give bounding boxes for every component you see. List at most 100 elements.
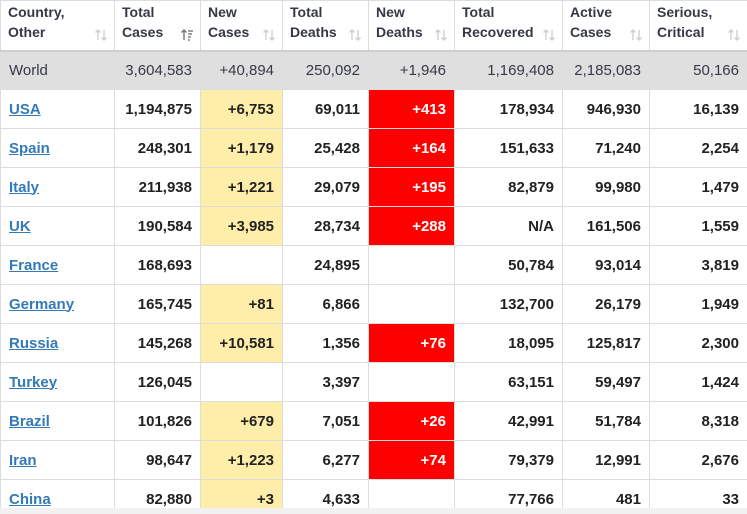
serious-critical-cell: 1,479 [649,167,747,207]
serious-critical-cell: 8,318 [649,401,747,441]
new-deaths-cell: +195 [368,167,455,207]
country-link[interactable]: Turkey [9,373,58,391]
new-cases-cell [200,362,283,402]
country-cell: Russia [0,323,115,363]
world-total-recovered-cell: 1,169,408 [454,50,563,90]
world-row: World 3,604,583 +40,894 250,092 +1,946 1… [0,50,747,90]
total-deaths-cell: 24,895 [282,245,369,285]
table-row: USA 1,194,875 +6,753 69,011 +413 178,934 946,9… [0,89,747,129]
total-cases-cell: 168,693 [114,245,201,285]
total-cases-cell: 101,826 [114,401,201,441]
sort-both-icon[interactable] [434,28,448,42]
sort-both-icon[interactable] [348,28,362,42]
country-link[interactable]: France [9,256,59,274]
column-header-label: Country, Other [8,4,65,40]
new-deaths-cell [368,284,455,324]
column-header-total-deaths[interactable]: Total Deaths [282,0,369,52]
country-link[interactable]: Germany [9,295,75,313]
total-recovered-cell: 151,633 [454,128,563,168]
total-recovered-cell: 18,095 [454,323,563,363]
sort-both-icon[interactable] [727,28,741,42]
table-row: Brazil 101,826 +679 7,051 +26 42,991 51,784 8,3… [0,401,747,441]
country-link[interactable]: UK [9,217,31,235]
column-header-total-cases[interactable]: Total Cases [114,0,201,52]
total-recovered-cell: 178,934 [454,89,563,129]
active-cases-cell: 99,980 [562,167,650,207]
sort-both-icon[interactable] [262,28,276,42]
country-cell: Turkey [0,362,115,402]
column-header-country[interactable]: Country, Other [0,0,115,52]
sort-desc-active-icon[interactable] [180,28,194,42]
country-link[interactable]: Iran [9,451,37,469]
total-recovered-cell: 63,151 [454,362,563,402]
total-recovered-cell: 132,700 [454,284,563,324]
serious-critical-cell: 1,559 [649,206,747,246]
new-deaths-cell [368,245,455,285]
country-link[interactable]: Italy [9,178,40,196]
total-recovered-cell: N/A [454,206,563,246]
sort-both-icon[interactable] [629,28,643,42]
active-cases-cell: 59,497 [562,362,650,402]
column-header-new-cases[interactable]: New Cases [200,0,283,52]
total-recovered-cell: 82,879 [454,167,563,207]
new-cases-cell: +1,179 [200,128,283,168]
active-cases-cell: 946,930 [562,89,650,129]
new-cases-cell: +1,221 [200,167,283,207]
total-deaths-cell: 69,011 [282,89,369,129]
country-link[interactable]: Brazil [9,412,50,430]
sort-both-icon[interactable] [542,28,556,42]
country-link[interactable]: China [9,490,51,508]
new-cases-cell: +3,985 [200,206,283,246]
new-deaths-cell [368,362,455,402]
active-cases-cell: 93,014 [562,245,650,285]
sort-both-icon[interactable] [94,28,108,42]
serious-critical-cell: 2,300 [649,323,747,363]
column-header-label: Total Recovered [462,4,534,40]
active-cases-cell: 161,506 [562,206,650,246]
world-country-cell: World [0,50,115,90]
column-header-serious-critical[interactable]: Serious, Critical [649,0,747,52]
total-deaths-cell: 7,051 [282,401,369,441]
column-header-total-recovered[interactable]: Total Recovered [454,0,563,52]
serious-critical-cell: 2,676 [649,440,747,480]
column-header-label: Active Cases [570,4,613,40]
country-link[interactable]: Russia [9,334,59,352]
column-header-new-deaths[interactable]: New Deaths [368,0,455,52]
new-deaths-cell: +413 [368,89,455,129]
new-deaths-cell: +76 [368,323,455,363]
total-deaths-cell: 1,356 [282,323,369,363]
country-link[interactable]: USA [9,100,41,118]
new-cases-cell: +6,753 [200,89,283,129]
column-header-label: Total Deaths [290,4,337,40]
serious-critical-cell: 1,949 [649,284,747,324]
active-cases-cell: 71,240 [562,128,650,168]
total-recovered-cell: 42,991 [454,401,563,441]
total-cases-cell: 98,647 [114,440,201,480]
world-active-cases-cell: 2,185,083 [562,50,650,90]
country-link[interactable]: Spain [9,139,50,157]
new-cases-cell: +10,581 [200,323,283,363]
total-deaths-cell: 3,397 [282,362,369,402]
serious-critical-cell: 1,424 [649,362,747,402]
active-cases-cell: 12,991 [562,440,650,480]
table-row: Iran 98,647 +1,223 6,277 +74 79,379 12,991 2,67… [0,440,747,480]
table-row: Russia 145,268 +10,581 1,356 +76 18,095 125,81… [0,323,747,363]
total-deaths-cell: 6,866 [282,284,369,324]
column-header-label: New Cases [208,4,250,40]
total-cases-cell: 126,045 [114,362,201,402]
country-cell: Spain [0,128,115,168]
total-cases-cell: 211,938 [114,167,201,207]
total-recovered-cell: 50,784 [454,245,563,285]
new-cases-cell [200,245,283,285]
column-header-active-cases[interactable]: Active Cases [562,0,650,52]
horizontal-scrollbar[interactable] [0,508,747,514]
world-new-deaths-cell: +1,946 [368,50,455,90]
serious-critical-cell: 2,254 [649,128,747,168]
total-deaths-cell: 25,428 [282,128,369,168]
total-cases-cell: 190,584 [114,206,201,246]
total-recovered-cell: 79,379 [454,440,563,480]
world-total-deaths-cell: 250,092 [282,50,369,90]
table-row: Spain 248,301 +1,179 25,428 +164 151,633 71,24… [0,128,747,168]
new-deaths-cell: +26 [368,401,455,441]
